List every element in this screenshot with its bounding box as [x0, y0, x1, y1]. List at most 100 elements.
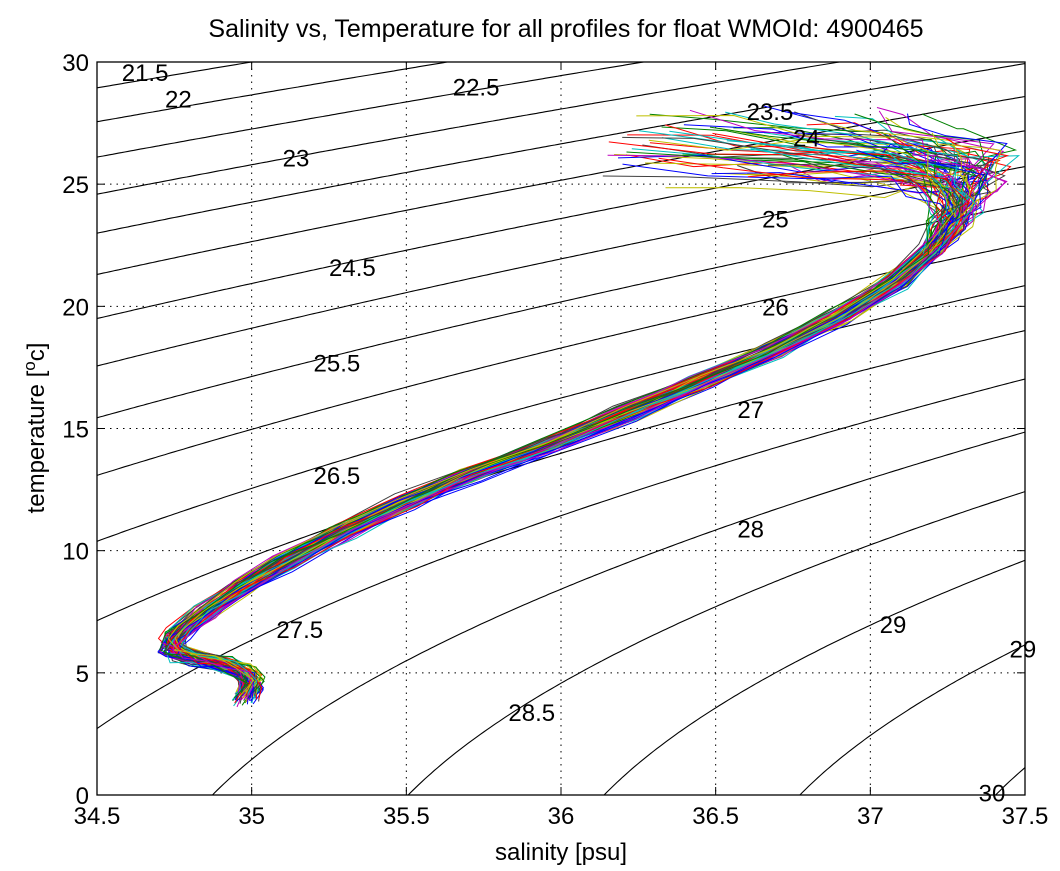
y-tick-label: 20	[62, 294, 89, 321]
profile-line	[170, 133, 968, 697]
profile-line	[164, 143, 983, 696]
profile-line	[178, 113, 985, 694]
profile-line	[172, 109, 954, 708]
profile-lines	[157, 105, 1021, 708]
density-contour	[97, 62, 451, 123]
profile-line	[166, 148, 948, 695]
contour-label: 28.5	[508, 700, 555, 727]
profile-line	[178, 115, 987, 704]
x-tick-label: 35.5	[383, 803, 430, 830]
profile-line	[169, 113, 934, 693]
x-tick-label: 37	[857, 803, 884, 830]
profile-line	[170, 153, 969, 693]
profile-line	[159, 151, 940, 699]
contour-label: 23.5	[747, 99, 794, 126]
density-contour	[799, 644, 1025, 795]
profile-line	[165, 141, 958, 696]
profile-line	[175, 121, 976, 693]
contour-label: 28	[737, 517, 764, 544]
profile-line	[157, 134, 950, 696]
contour-label: 24	[793, 126, 820, 153]
contour-label: 24.5	[329, 255, 376, 282]
profile-line	[160, 157, 970, 694]
profile-line	[169, 127, 951, 702]
density-contour	[97, 243, 1025, 476]
profile-line	[172, 122, 971, 699]
density-contour	[407, 491, 1025, 795]
grid-lines	[97, 62, 1025, 795]
contour-label: 27.5	[276, 617, 323, 644]
x-tick-label: 37.5	[1002, 803, 1049, 830]
profile-line	[157, 111, 956, 702]
contour-label: 22	[165, 87, 192, 114]
y-tick-label: 25	[62, 172, 89, 199]
x-tick-label: 36.5	[692, 803, 739, 830]
profile-line	[163, 151, 977, 693]
profile-line	[176, 146, 1006, 696]
y-tick-label: 15	[62, 417, 89, 444]
y-tick-label: 0	[76, 783, 89, 810]
profile-line	[168, 137, 953, 694]
profile-line	[171, 138, 956, 693]
density-contour	[211, 431, 1025, 795]
y-axis-label-prefix: temperature [	[23, 370, 50, 513]
contour-label: 30	[979, 781, 1006, 808]
profile-line	[163, 157, 962, 690]
profile-line	[175, 154, 1008, 699]
contour-label: 26.5	[314, 463, 361, 490]
profile-line	[178, 140, 966, 696]
contour-labels: 21.522 22.5 23 23.524 24.5 25 25.5 26 26.5 27 27.5…	[122, 60, 1036, 808]
y-axis-label-suffix: c]	[23, 343, 50, 362]
profile-line	[177, 137, 994, 696]
x-axis-label: salinity [psu]	[495, 839, 627, 866]
profile-line	[166, 132, 948, 695]
density-contour	[603, 559, 1025, 795]
profile-line	[164, 136, 959, 698]
contour-label: 26	[762, 294, 789, 321]
y-axis-label: temperature [oc]	[20, 343, 50, 514]
profile-line	[163, 126, 952, 694]
x-tick-label: 35	[238, 803, 265, 830]
contour-label: 23	[283, 145, 310, 172]
y-axis-label-superscript: o	[20, 361, 39, 370]
profile-line	[178, 113, 1018, 694]
profile-line	[176, 149, 986, 692]
profile-line	[174, 124, 969, 693]
profile-line	[177, 110, 995, 699]
density-contour	[97, 378, 1025, 730]
profile-line	[163, 130, 944, 694]
profile-line	[167, 157, 943, 695]
density-contour	[97, 62, 843, 195]
contour-label: 29	[880, 612, 907, 639]
profile-line	[174, 132, 1002, 699]
chart-title: Salinity vs, Temperature for all profile…	[208, 15, 923, 43]
profile-line	[180, 111, 977, 694]
profile-line	[170, 130, 969, 695]
profile-line	[167, 114, 954, 696]
x-tick-label: 36	[548, 803, 575, 830]
profile-line	[159, 131, 948, 702]
profile-line	[162, 116, 972, 694]
y-tick-label: 5	[76, 661, 89, 688]
profile-line	[163, 163, 964, 701]
x-axis-ticks: 34.5 35 35.5 36 36.5 37 37.5	[74, 62, 1049, 830]
plot-frame	[96, 61, 1026, 796]
density-contour	[97, 62, 256, 89]
density-contour	[97, 63, 1025, 234]
profile-line	[170, 154, 961, 693]
profile-line	[177, 124, 962, 702]
x-tick-label: 34.5	[74, 803, 121, 830]
contour-label: 21.5	[122, 60, 169, 87]
contour-label: 25	[762, 206, 789, 233]
profile-line	[166, 145, 978, 699]
density-contour	[97, 285, 1025, 542]
density-contour	[97, 329, 1025, 622]
y-axis-ticks: 0 5 10 15 20 25 30	[62, 50, 1025, 810]
contour-label: 22.5	[453, 74, 500, 101]
contour-label: 25.5	[314, 351, 361, 378]
profile-line	[169, 154, 956, 697]
y-tick-label: 10	[62, 539, 89, 566]
contour-label: 29	[1010, 636, 1037, 663]
y-tick-label: 30	[62, 50, 89, 77]
